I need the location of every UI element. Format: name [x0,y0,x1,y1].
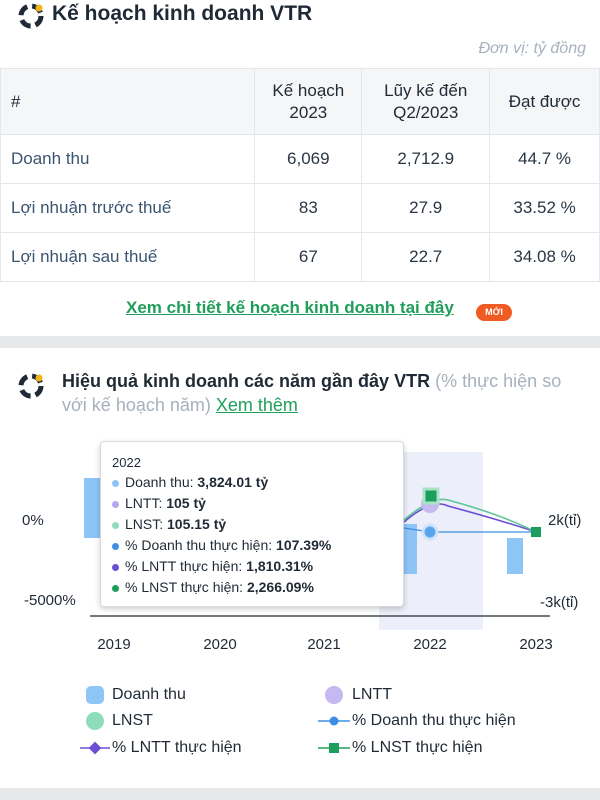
chart-legend [80,686,350,755]
legend-item[interactable]: LNST [112,712,153,729]
tooltip-label: Doanh thu: [125,474,198,490]
legend-square-icon [329,743,339,753]
legend-dot-icon [112,563,119,571]
row-achieved-value: 34.08 % [489,232,600,282]
x-tick-label: 2019 [97,636,131,653]
tooltip-value: 107.39% [276,537,332,553]
bar-doanh-thu-2022[interactable] [403,524,417,574]
bar-doanh-thu-2023[interactable] [507,538,523,574]
legend-circle-icon [86,712,104,730]
legend-item[interactable]: LNTT [352,686,392,703]
tooltip-value: 1,810.31% [246,558,314,574]
legend-item[interactable]: % Doanh thu thực hiện [352,712,516,729]
legend-item[interactable]: % LNST thực hiện [352,739,483,756]
legend-dot-icon [112,521,119,529]
unit-label: Đơn vị: tỷ đồng [478,40,587,57]
tooltip-row: LNST: 105.15 tỷ [112,514,226,534]
legend-circle-icon [325,686,343,704]
tooltip-row: % Doanh thu thực hiện: 107.39% [112,535,331,555]
legend-bar-icon [86,686,104,704]
tooltip-value: 3,824.01 tỷ [197,474,269,490]
row-label: Lợi nhuận sau thuế [0,232,256,282]
legend-item[interactable]: Doanh thu [112,686,186,703]
col-header-plan-text: Kế hoạch 2023 [272,80,345,122]
row-cumulative-value: 27.9 [361,183,491,233]
row-achieved-value: 33.52 % [489,183,600,233]
legend-dot-icon [112,479,119,487]
point-lnst-2022[interactable] [422,487,440,505]
x-tick-label: 2020 [203,636,237,653]
col-header-achieved: Đạt được [489,68,600,135]
plan-table: # Kế hoạch 2023 Lũy kế đến Q2/2023 Đạt đ… [0,68,600,282]
tooltip-value: 105 tỷ [166,495,206,511]
row-plan-value: 6,069 [254,134,363,184]
point-doanh-thu-thuc-hien-2022[interactable] [421,523,439,541]
legend-diamond-icon [88,741,102,755]
tooltip-label: % LNTT thực hiện: [125,558,247,574]
new-badge: MỚI [476,304,512,321]
row-plan-value: 83 [254,183,363,233]
x-tick-label: 2023 [519,636,553,653]
col-header-cumulative: Lũy kế đến Q2/2023 [361,68,491,135]
plan-card: Kế hoạch kinh doanh VTR Đơn vị: tỷ đồng … [0,0,600,336]
brand-logo-icon [18,3,44,29]
legend-dot-icon [112,584,119,592]
legend-dot-icon [112,500,119,508]
legend-item[interactable]: % LNTT thực hiện [112,739,242,756]
tooltip-row: LNTT: 105 tỷ [112,493,206,513]
legend-circle-icon [329,716,339,726]
x-tick-label: 2022 [413,636,447,653]
tooltip-row: Doanh thu: 3,824.01 tỷ [112,472,268,492]
tooltip-label: LNST: [125,516,168,532]
col-header-plan: Kế hoạch 2023 [254,68,363,135]
row-achieved-value: 44.7 % [489,134,600,184]
tooltip-value: 105.15 tỷ [167,516,227,532]
tooltip-year: 2022 [112,455,141,470]
performance-title: Hiệu quả kinh doanh các năm gần đây VTR … [62,369,582,417]
left-axis-tick: -5000% [24,592,76,609]
plan-detail-link[interactable]: Xem chi tiết kế hoạch kinh doanh tại đây [126,298,454,317]
tooltip-label: % Doanh thu thực hiện: [125,537,277,553]
line-lntt-thuc-hien [403,503,537,533]
table-row: Lợi nhuận trước thuế 83 27.9 33.52 % [0,183,600,233]
table-header-row: # Kế hoạch 2023 Lũy kế đến Q2/2023 Đạt đ… [0,68,600,135]
see-more-link[interactable]: Xem thêm [215,395,298,415]
row-cumulative-value: 22.7 [361,232,491,282]
line-lnst-thuc-hien [403,498,537,533]
tooltip-label: LNTT: [125,495,167,511]
table-row: Lợi nhuận sau thuế 67 22.7 34.08 % [0,232,600,282]
bar-doanh-thu-2019[interactable] [84,478,102,538]
performance-subtitle: (% thực hiện so với kế hoạch năm) [62,371,562,415]
tooltip-value: 2,266.09% [246,579,314,595]
tooltip-row: % LNTT thực hiện: 1,810.31% [112,556,313,576]
table-row: Doanh thu 6,069 2,712.9 44.7 % [0,134,600,184]
plan-title: Kế hoạch kinh doanh VTR [52,2,313,25]
col-header-cumulative-text: Lũy kế đến Q2/2023 [384,80,468,122]
legend-dot-icon [112,542,119,550]
row-label: Doanh thu [0,134,256,184]
row-cumulative-value: 2,712.9 [361,134,491,184]
tooltip-label: % LNST thực hiện: [125,579,247,595]
chart-tooltip: 2022 Doanh thu: 3,824.01 tỷ LNTT: 105 tỷ… [100,441,404,607]
performance-title-text: Hiệu quả kinh doanh các năm gần đây VTR [62,371,431,391]
right-axis-tick: -3k(tỉ) [540,594,579,611]
row-label: Lợi nhuận trước thuế [0,183,256,233]
x-tick-label: 2021 [307,636,341,653]
performance-chart[interactable] [0,440,600,650]
col-header-index: # [0,68,256,135]
brand-logo-icon [18,373,44,399]
right-axis-tick: 2k(tỉ) [548,512,582,529]
row-plan-value: 67 [254,232,363,282]
point-lnst-2023[interactable] [531,527,541,537]
left-axis-tick: 0% [22,512,44,529]
tooltip-row: % LNST thực hiện: 2,266.09% [112,577,314,597]
